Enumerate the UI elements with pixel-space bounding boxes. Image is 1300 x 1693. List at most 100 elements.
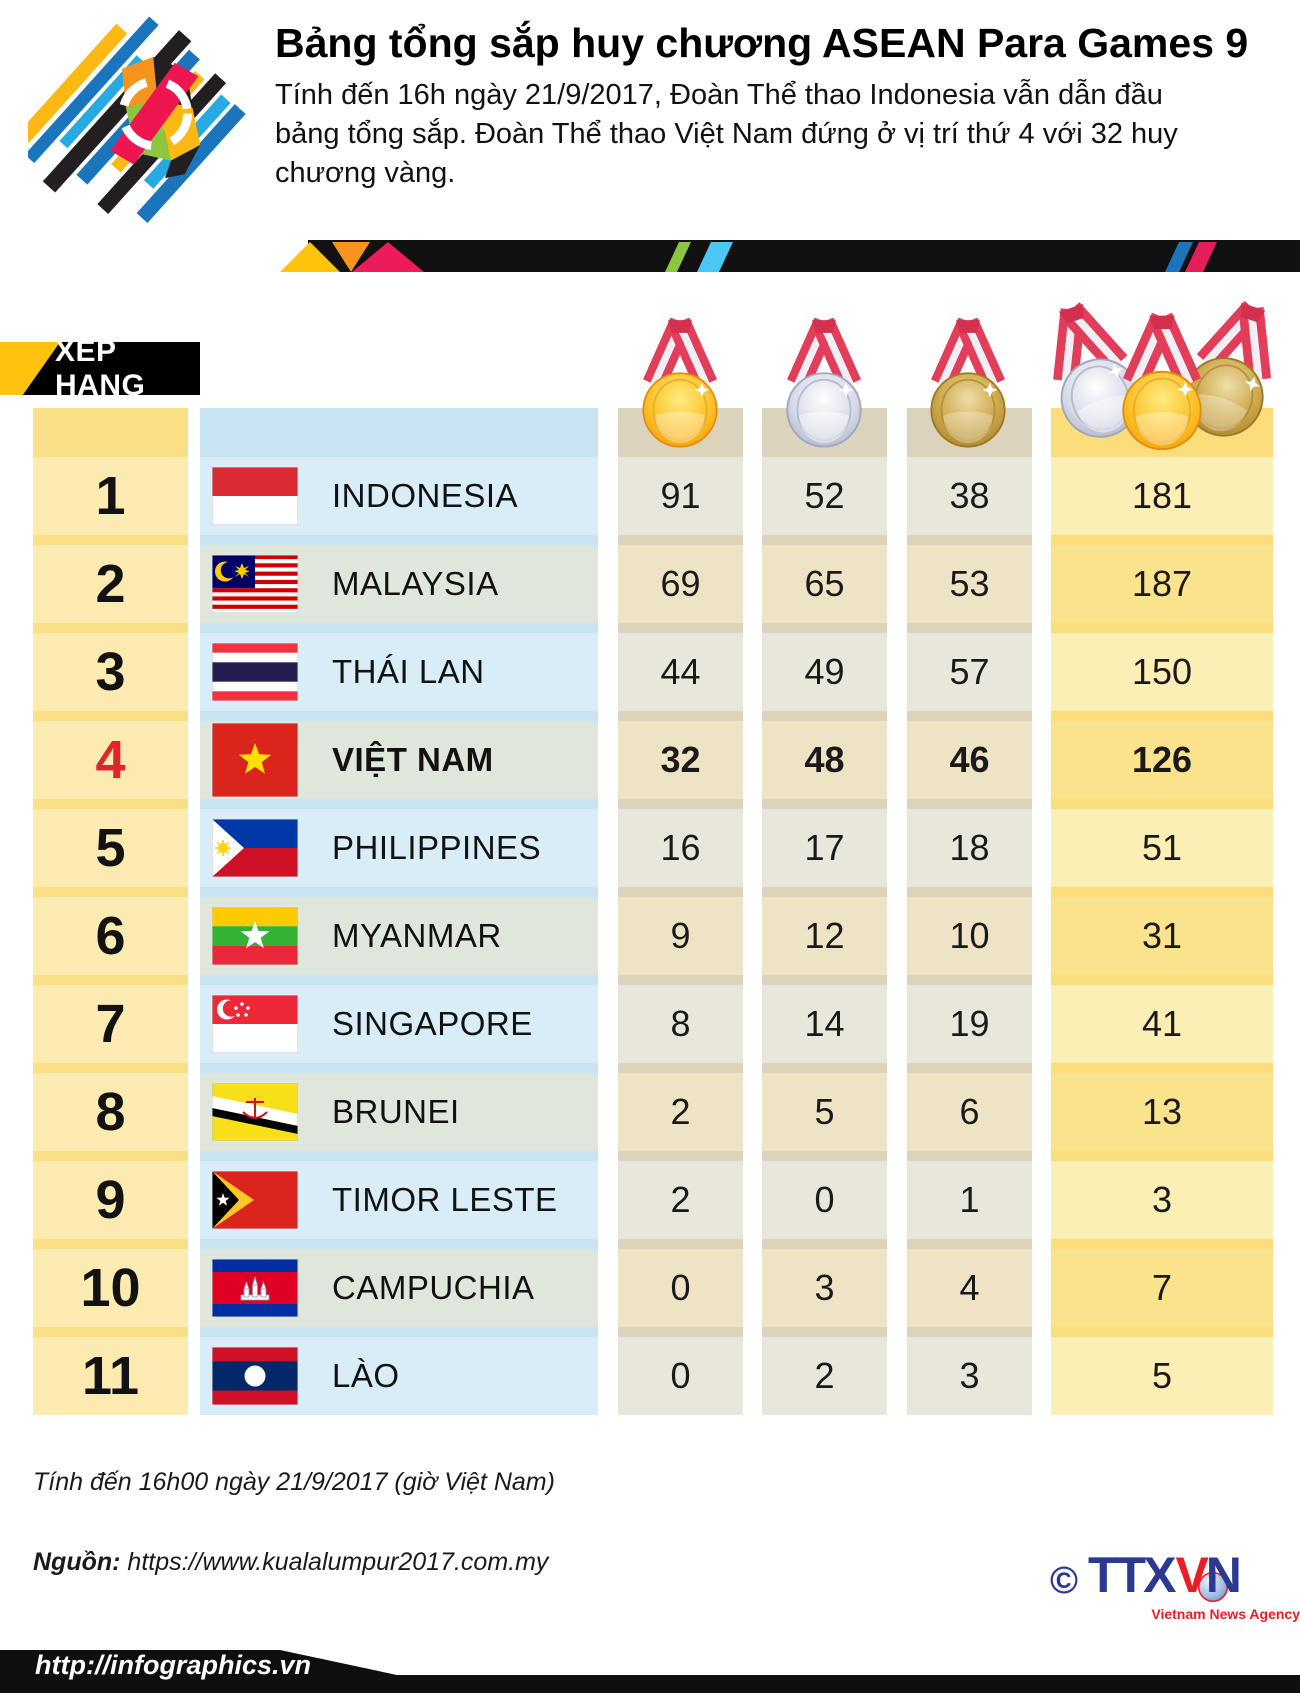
country-cell: INDONESIA — [200, 457, 598, 535]
bronze-value: 3 — [907, 1337, 1032, 1415]
total-value: 150 — [1051, 633, 1273, 711]
philippines-flag — [212, 819, 298, 877]
brunei-flag — [212, 1083, 298, 1141]
website-url: http://infographics.vn — [35, 1650, 311, 1680]
country-name: TIMOR LESTE — [332, 1181, 558, 1218]
myanmar-flag — [212, 907, 298, 965]
rank-cell: 8 — [33, 1073, 188, 1151]
bronze-value: 53 — [907, 545, 1032, 623]
total-column: 181 187 150 126 51 31 41 13 3 7 5 — [1051, 408, 1273, 1415]
ranking-label: XẾP HẠNG — [0, 335, 200, 402]
silver-column: 52 65 49 48 17 12 14 5 0 3 2 — [762, 408, 887, 1415]
silver-value: 49 — [762, 633, 887, 711]
source-label: Nguồn: — [33, 1548, 121, 1576]
rank-cell: 10 — [33, 1249, 188, 1327]
rank-cell: 2 — [33, 545, 188, 623]
total-medals-icon — [1042, 300, 1282, 457]
total-value: 31 — [1051, 897, 1273, 975]
total-value: 7 — [1051, 1249, 1273, 1327]
gold-medal-icon — [625, 318, 735, 456]
gold-value: 9 — [618, 897, 743, 975]
silver-value: 48 — [762, 721, 887, 799]
gold-value: 44 — [618, 633, 743, 711]
silver-value: 14 — [762, 985, 887, 1063]
silver-value: 0 — [762, 1161, 887, 1239]
bronze-value: 38 — [907, 457, 1032, 535]
gold-value: 32 — [618, 721, 743, 799]
agency-acronym: TTX — [1088, 1547, 1176, 1603]
gold-value: 2 — [618, 1073, 743, 1151]
singapore-flag — [212, 995, 298, 1053]
silver-value: 5 — [762, 1073, 887, 1151]
rank-cell: 6 — [33, 897, 188, 975]
rank-cell: 5 — [33, 809, 188, 887]
silver-value: 17 — [762, 809, 887, 887]
country-name: SINGAPORE — [332, 1005, 533, 1042]
agency-logo: © TTX V N Vietnam News Agency — [1050, 1550, 1300, 1640]
silver-value: 2 — [762, 1337, 887, 1415]
gold-value: 0 — [618, 1249, 743, 1327]
gold-value: 91 — [618, 457, 743, 535]
rank-cell: 1 — [33, 457, 188, 535]
country-name: INDONESIA — [332, 477, 519, 514]
rank-cell: 3 — [33, 633, 188, 711]
total-value: 187 — [1051, 545, 1273, 623]
bronze-value: 46 — [907, 721, 1032, 799]
country-cell: TIMOR LESTE — [200, 1161, 598, 1239]
page-title: Bảng tổng sắp huy chương ASEAN Para Game… — [275, 20, 1249, 66]
gold-value: 8 — [618, 985, 743, 1063]
thailand-flag — [212, 643, 298, 701]
agency-acronym-v: V — [1175, 1547, 1208, 1603]
silver-value: 3 — [762, 1249, 887, 1327]
country-cell: VIỆT NAM — [200, 721, 598, 799]
globe-icon — [1198, 1572, 1228, 1602]
gold-value: 16 — [618, 809, 743, 887]
indonesia-flag — [212, 467, 298, 525]
source-url: https://www.kualalumpur2017.com.my — [127, 1548, 549, 1576]
laos-flag — [212, 1347, 298, 1405]
bronze-value: 18 — [907, 809, 1032, 887]
timor-leste-flag — [212, 1171, 298, 1229]
bottom-bar — [0, 1650, 1300, 1693]
total-value: 51 — [1051, 809, 1273, 887]
agency-acronym-n: N — [1205, 1547, 1242, 1603]
country-column: INDONESIA MALAYSIA THÁI LAN — [200, 408, 598, 1415]
silver-value: 65 — [762, 545, 887, 623]
page-subtitle: Tính đến 16h ngày 21/9/2017, Đoàn Thể th… — [275, 79, 1178, 189]
total-value: 126 — [1051, 721, 1273, 799]
country-cell: PHILIPPINES — [200, 809, 598, 887]
rank-cell: 9 — [33, 1161, 188, 1239]
country-cell: SINGAPORE — [200, 985, 598, 1063]
total-value: 181 — [1051, 457, 1273, 535]
label-accent-shape — [0, 342, 60, 395]
silver-value: 52 — [762, 457, 887, 535]
bronze-medal-icon — [913, 318, 1023, 456]
bronze-value: 10 — [907, 897, 1032, 975]
rank-column: 1 2 3 4 5 6 7 8 9 10 11 — [33, 408, 188, 1415]
malaysia-flag — [212, 555, 298, 613]
country-cell: BRUNEI — [200, 1073, 598, 1151]
agency-name: Vietnam News Agency — [1151, 1606, 1300, 1622]
country-cell: LÀO — [200, 1337, 598, 1415]
bronze-value: 6 — [907, 1073, 1032, 1151]
source-line: Nguồn: https://www.kualalumpur2017.com.m… — [33, 1548, 548, 1577]
country-cell: MYANMAR — [200, 897, 598, 975]
country-name: BRUNEI — [332, 1093, 460, 1130]
gold-column: 91 69 44 32 16 9 8 2 2 0 0 — [618, 408, 743, 1415]
country-name: CAMPUCHIA — [332, 1269, 535, 1306]
bronze-value: 19 — [907, 985, 1032, 1063]
country-cell: MALAYSIA — [200, 545, 598, 623]
total-value: 3 — [1051, 1161, 1273, 1239]
country-name: PHILIPPINES — [332, 829, 542, 866]
country-name: MYANMAR — [332, 917, 502, 954]
bronze-value: 4 — [907, 1249, 1032, 1327]
total-value: 5 — [1051, 1337, 1273, 1415]
country-cell: CAMPUCHIA — [200, 1249, 598, 1327]
gold-value: 2 — [618, 1161, 743, 1239]
rank-cell: 7 — [33, 985, 188, 1063]
campuchia-flag — [212, 1259, 298, 1317]
rank-cell: 4 — [33, 721, 188, 799]
gold-value: 0 — [618, 1337, 743, 1415]
bronze-column: 38 53 57 46 18 10 19 6 1 4 3 — [907, 408, 1032, 1415]
